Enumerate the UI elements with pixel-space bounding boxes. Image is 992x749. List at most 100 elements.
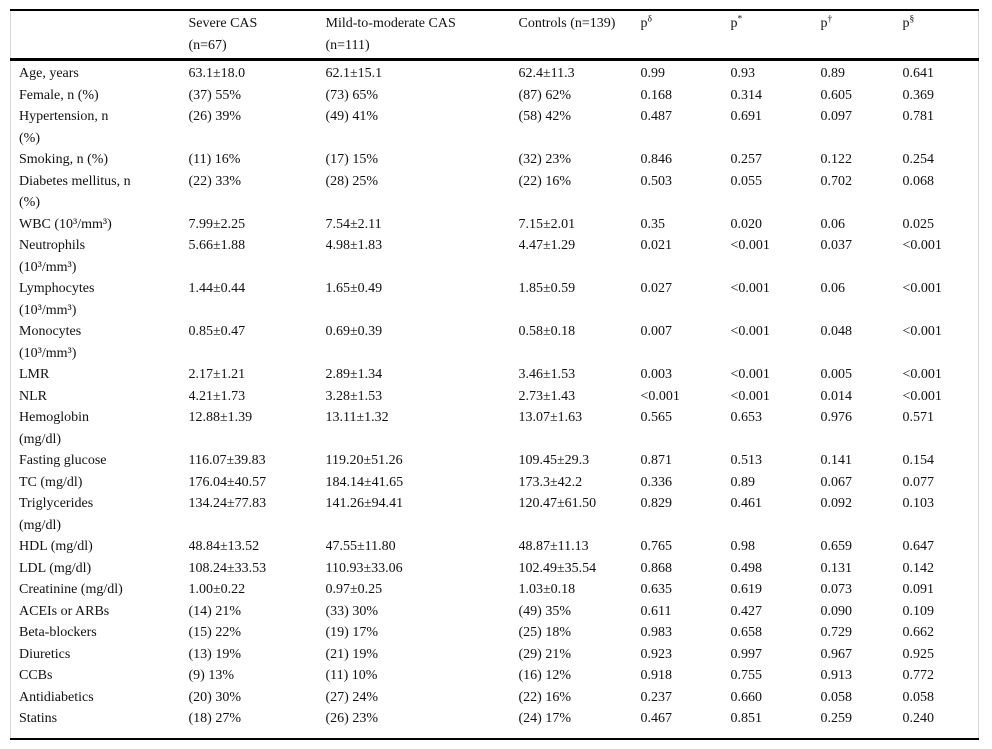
cell-value: 0.99 <box>640 66 666 81</box>
cell-value: 2.17±1.21 <box>188 367 246 382</box>
cell-value: 0.058 <box>902 689 935 705</box>
table-body: Age, years 63.1±18.0 62.1±15.1 62.4±11.3 0.9… <box>11 60 979 739</box>
cell-value: 0.729 <box>820 625 853 640</box>
cell-value: 0.020 <box>730 216 763 232</box>
cell-value: <0.001 <box>902 388 942 404</box>
cell-value: 0.641 <box>902 66 935 81</box>
table-row: Hypertension, n (%) (26) 39% (49) 41% (58) … <box>11 106 979 149</box>
cell-value: 63.1±18.0 <box>188 66 246 81</box>
cell-value: 0.427 <box>730 603 763 619</box>
cell-value: 7.99±2.25 <box>188 216 246 232</box>
column-header-p-section: p§ <box>902 10 979 61</box>
cell-value: <0.001 <box>730 238 770 253</box>
cell-value: (21) 19% <box>325 646 379 662</box>
cell-value: 0.068 <box>902 173 935 189</box>
cell-value: 176.04±40.57 <box>188 474 267 490</box>
cell-value: (33) 30% <box>325 603 379 619</box>
cell-value: <0.001 <box>730 388 770 404</box>
table-row: LMR 2.17±1.21 2.89±1.34 3.46±1.53 0.003 <0.00… <box>11 364 979 386</box>
cell-value: 0.336 <box>640 474 673 490</box>
cell-value: <0.001 <box>730 324 770 339</box>
cell-value: 0.662 <box>902 625 935 640</box>
cell-value: 0.142 <box>902 560 935 576</box>
cell-value: 0.967 <box>820 646 853 662</box>
row-label: Statins <box>19 711 58 726</box>
cell-value: 0.846 <box>640 152 673 167</box>
cell-value: 0.103 <box>902 496 935 511</box>
cell-value: 0.240 <box>902 711 935 726</box>
row-label: Neutrophils (10³/mm³) <box>19 238 86 275</box>
row-label: WBC (10³/mm³) <box>19 216 112 232</box>
cell-value: 0.048 <box>820 324 853 339</box>
cell-value: (24) 17% <box>518 711 572 726</box>
cell-value: 0.122 <box>820 152 853 167</box>
table-row: Beta-blockers (15) 22% (19) 17% (25) 18% 0.9… <box>11 622 979 644</box>
cell-value: <0.001 <box>640 388 680 404</box>
table-row: HDL (mg/dl) 48.84±13.52 47.55±11.80 48.87±1… <box>11 536 979 558</box>
row-label: LMR <box>19 367 50 382</box>
table-row: TC (mg/dl) 176.04±40.57 184.14±41.65 173.3±… <box>11 472 979 494</box>
table-header: Severe CAS (n=67) Mild-to-moderate CAS (n… <box>10 10 979 61</box>
cell-value: 0.168 <box>640 87 673 103</box>
cell-value: 0.058 <box>820 689 853 705</box>
cell-value: 2.73±1.43 <box>518 388 576 404</box>
table-row: Hemoglobin (mg/dl) 12.88±1.39 13.11±1.32 13… <box>11 407 979 450</box>
cell-value: <0.001 <box>730 281 770 296</box>
cell-value: <0.001 <box>902 281 942 296</box>
cell-value: (19) 17% <box>325 625 379 640</box>
cell-value: 0.871 <box>640 453 673 468</box>
header-row: Severe CAS (n=67) Mild-to-moderate CAS (n… <box>10 10 979 61</box>
table-row: Monocytes (10³/mm³) 0.85±0.47 0.69±0.39 0.5… <box>11 321 979 364</box>
cell-value: 7.54±2.11 <box>325 216 382 232</box>
cell-value: 0.254 <box>902 152 935 167</box>
cell-value: 0.091 <box>902 582 935 597</box>
column-header-p-asterisk: p* <box>730 10 821 61</box>
table-row: Diabetes mellitus, n (%) (22) 33% (28) 25%… <box>11 171 979 214</box>
cell-value: 12.88±1.39 <box>188 410 253 425</box>
cell-value: 0.257 <box>730 152 763 167</box>
row-label: CCBs <box>19 668 53 683</box>
p-superscript: † <box>827 14 833 25</box>
row-label: Diuretics <box>19 646 71 662</box>
cell-value: 62.4±11.3 <box>518 66 575 81</box>
row-label: TC (mg/dl) <box>19 474 83 490</box>
cell-value: 7.15±2.01 <box>518 216 576 232</box>
cell-value: 0.109 <box>902 603 935 619</box>
cell-value: 1.44±0.44 <box>188 281 246 296</box>
cell-value: 0.067 <box>820 474 853 490</box>
cell-value: (14) 21% <box>188 603 242 619</box>
cell-value: (49) 41% <box>325 109 379 124</box>
cell-value: 0.154 <box>902 453 935 468</box>
cell-value: 0.369 <box>902 87 935 103</box>
cell-value: 0.93 <box>730 66 756 81</box>
cell-value: 0.691 <box>730 109 763 124</box>
cell-value: 0.037 <box>820 238 853 253</box>
cell-value: 0.755 <box>730 668 763 683</box>
cell-value: 0.98 <box>730 539 756 554</box>
cell-value: (29) 21% <box>518 646 572 662</box>
cell-value: 2.89±1.34 <box>325 367 383 382</box>
cell-value: (28) 25% <box>325 173 379 189</box>
cell-value: 0.314 <box>730 87 763 103</box>
cell-value: (27) 24% <box>325 689 379 705</box>
cell-value: 0.918 <box>640 668 673 683</box>
row-label: Age, years <box>19 66 79 81</box>
table-row: Antidiabetics (20) 30% (27) 24% (22) 16% 0.2… <box>11 687 979 709</box>
p-label: p <box>730 16 738 31</box>
cell-value: 0.513 <box>730 453 763 468</box>
cell-value: (15) 22% <box>188 625 242 640</box>
cell-value: (22) 16% <box>518 173 572 189</box>
p-label: p <box>820 16 828 31</box>
cell-value: 0.027 <box>640 281 673 296</box>
cell-value: 0.498 <box>730 560 763 576</box>
cell-value: (58) 42% <box>518 109 572 124</box>
cell-value: 0.976 <box>820 410 853 425</box>
cell-value: 110.93±33.06 <box>325 560 403 576</box>
cell-value: 0.503 <box>640 173 673 189</box>
column-header-mild-to-moderate-cas: Mild-to-moderate CAS (n=111) <box>325 10 519 61</box>
cell-value: 1.03±0.18 <box>518 582 576 597</box>
cell-value: 0.06 <box>820 281 846 296</box>
cell-value: <0.001 <box>902 324 942 339</box>
cell-value: 4.98±1.83 <box>325 238 383 253</box>
cell-value: 0.025 <box>902 216 935 232</box>
